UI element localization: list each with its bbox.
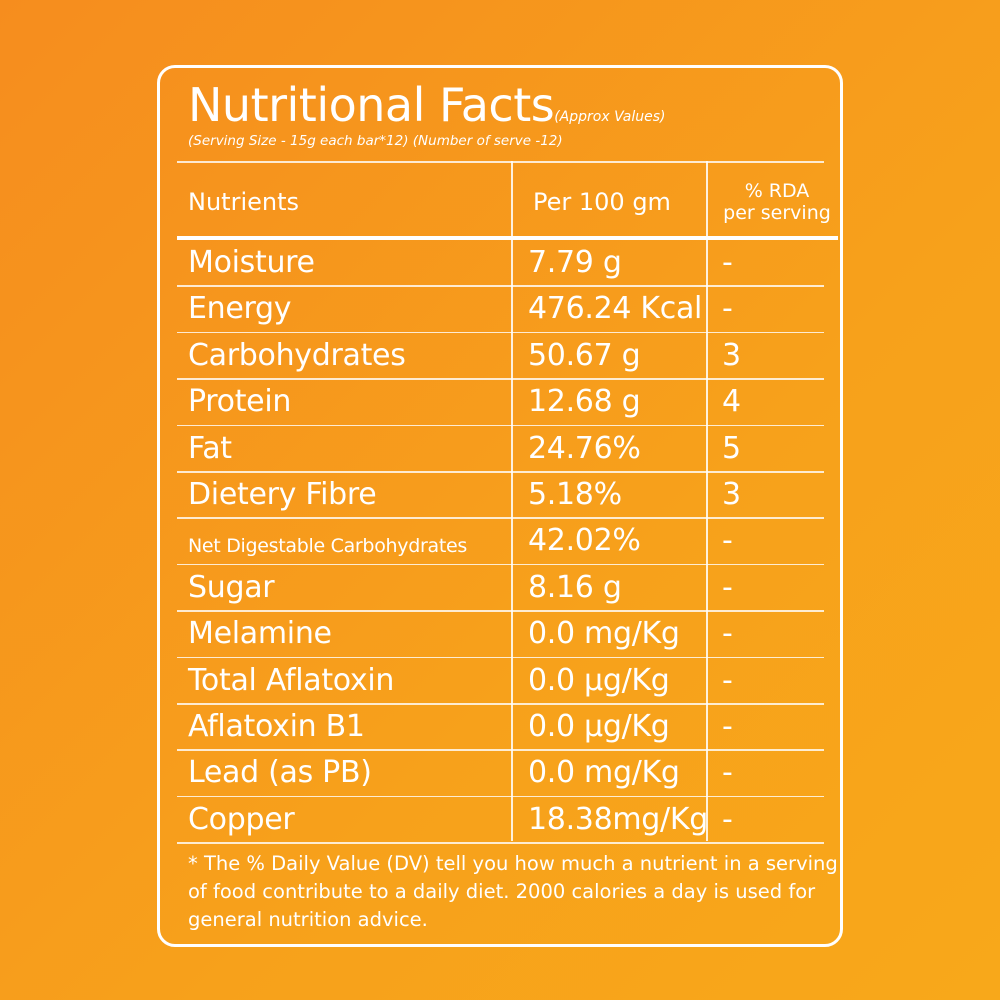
nutrient-value: 42.02% (528, 523, 641, 559)
nutrient-value: 0.0 µg/Kg (528, 662, 670, 698)
nutrient-name: Energy (188, 291, 292, 327)
nutrient-rda: 3 (722, 477, 741, 512)
footnote: * The % Daily Value (DV) tell you how mu… (188, 852, 838, 931)
nutrient-name: Fat (188, 430, 232, 466)
row-divider (177, 842, 824, 844)
nutrient-value: 0.0 mg/Kg (528, 755, 680, 791)
nutrient-name: Aflatoxin B1 (188, 709, 365, 744)
nutrient-name: Melamine (188, 616, 332, 652)
nutrient-value: 0.0 µg/Kg (528, 709, 670, 744)
nutrient-rda: - (722, 245, 733, 280)
nutrient-rda: 3 (722, 337, 741, 373)
header-top-divider (177, 161, 824, 163)
nutrient-rda: - (722, 709, 733, 744)
row-divider (177, 610, 824, 612)
nutrition-card (157, 65, 843, 947)
nutrient-value: 0.0 mg/Kg (528, 616, 680, 652)
nutrient-rda: - (722, 662, 733, 698)
nutrient-value: 50.67 g (528, 337, 641, 373)
title-note: (Approx Values) (554, 109, 666, 125)
column-divider-1 (511, 161, 513, 841)
serving-info: (Serving Size - 15g each bar*12) (Number… (188, 133, 563, 149)
nutrient-value: 5.18% (528, 477, 622, 512)
column-divider-2 (706, 161, 708, 841)
nutrient-name: Copper (188, 801, 295, 837)
header-rda: % RDA per serving (712, 180, 842, 224)
row-divider (177, 517, 824, 519)
header-nutrients: Nutrients (188, 188, 299, 216)
nutrient-name: Dietery Fibre (188, 477, 377, 512)
nutrient-rda: 4 (722, 384, 741, 420)
nutrient-rda: - (722, 801, 733, 837)
row-divider (177, 378, 824, 380)
nutrient-name: Lead (as PB) (188, 755, 372, 791)
row-divider (177, 656, 824, 659)
nutrient-name: Total Aflatoxin (188, 662, 395, 698)
row-divider (177, 563, 824, 566)
row-divider (177, 749, 824, 751)
nutrient-name: Carbohydrates (188, 337, 406, 373)
nutrient-value: 18.38mg/Kg (528, 801, 708, 837)
nutrient-rda: - (722, 755, 733, 791)
nutrient-rda: - (722, 291, 733, 327)
row-divider (177, 795, 824, 798)
nutrient-value: 7.79 g (528, 245, 622, 280)
nutrient-value: 476.24 Kcal (528, 291, 703, 327)
nutrient-rda: - (722, 616, 733, 652)
row-divider (177, 471, 824, 473)
header-rda-line1: % RDA (744, 180, 810, 202)
header-bottom-divider (177, 236, 838, 240)
row-divider (177, 703, 824, 705)
row-divider (177, 331, 824, 334)
title-row: Nutritional Facts(Approx Values) (188, 78, 665, 132)
row-divider (177, 424, 824, 427)
nutrient-rda: - (722, 523, 733, 559)
nutrient-value: 12.68 g (528, 384, 641, 420)
nutrient-value: 24.76% (528, 430, 641, 466)
header-rda-line2: per serving (723, 202, 831, 224)
nutrient-rda: 5 (722, 430, 741, 466)
page-title: Nutritional Facts (188, 78, 555, 132)
nutrient-name: Moisture (188, 245, 315, 280)
nutrient-rda: - (722, 569, 733, 605)
nutrient-value: 8.16 g (528, 569, 622, 605)
nutrient-name: Sugar (188, 569, 275, 605)
row-divider (177, 285, 824, 287)
header-per-100: Per 100 gm (533, 188, 671, 216)
nutrient-name: Protein (188, 384, 292, 420)
nutrient-name: Net Digestable Carbohydrates (188, 535, 467, 558)
